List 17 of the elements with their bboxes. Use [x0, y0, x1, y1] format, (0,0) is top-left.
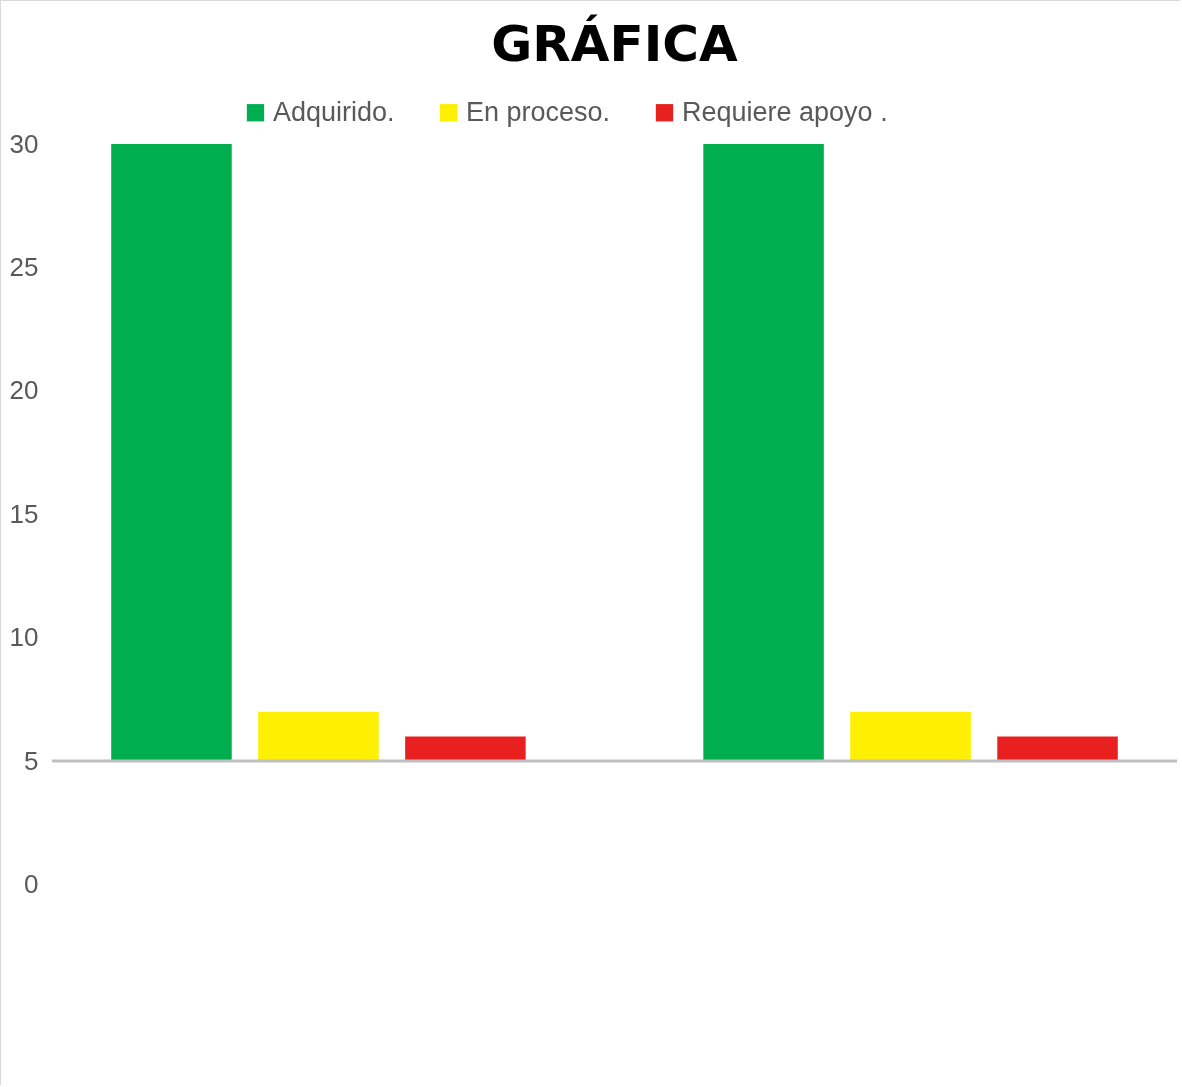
- y-tick-label: 25: [9, 251, 39, 282]
- legend-label: En proceso.: [466, 96, 611, 127]
- bar: [703, 144, 824, 762]
- y-tick-label: 20: [9, 375, 39, 406]
- bar: [258, 711, 379, 762]
- y-tick-label: 0: [24, 869, 39, 900]
- bar: [111, 144, 232, 762]
- bar: [850, 711, 971, 762]
- y-tick-label: 10: [9, 622, 39, 653]
- y-tick-label: 5: [24, 745, 39, 776]
- bar: [405, 736, 526, 762]
- legend-label: Requiere apoyo .: [682, 96, 888, 127]
- legend-label: Adquirido.: [273, 96, 395, 127]
- y-tick-label: 15: [9, 498, 39, 529]
- y-tick-label: 30: [9, 128, 39, 159]
- chart-title: GRÁFICA: [491, 14, 738, 73]
- bar: [997, 736, 1118, 762]
